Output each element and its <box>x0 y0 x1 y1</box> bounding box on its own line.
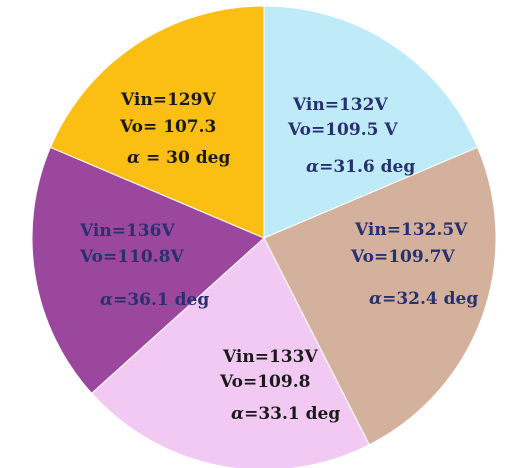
pie-slice-2 <box>263 146 497 446</box>
pie-slice-3 <box>90 237 371 468</box>
pie-slice-4 <box>31 146 265 394</box>
slice-4-vin-label: Vin=136V <box>79 221 175 241</box>
slice-3-vin-label: Vin=133V <box>222 347 318 367</box>
slice-5-alpha-label: α = 30 deg <box>127 148 230 168</box>
alpha-value: =32.4 deg <box>382 289 478 309</box>
slice-2-alpha-label: α=32.4 deg <box>369 289 478 309</box>
alpha-value: =33.1 deg <box>244 404 340 424</box>
slice-1-alpha-label: α=31.6 deg <box>306 157 415 177</box>
slice-1-vin-label: Vin=132V <box>292 95 388 115</box>
pie-slices <box>31 5 497 468</box>
slice-3-vo-label: Vo=109.8 <box>219 372 310 392</box>
alpha-symbol: α <box>231 404 244 424</box>
slice-4-vo-label: Vo=110.8V <box>79 247 184 267</box>
slice-2-vin-label: Vin=132.5V <box>354 220 468 240</box>
slice-5-vin-label: Vin=129V <box>120 90 216 110</box>
alpha-symbol: α <box>100 290 113 310</box>
slice-3-alpha-label: α=33.1 deg <box>231 404 340 424</box>
slice-2-vo-label: Vo=109.7V <box>350 247 455 267</box>
alpha-value: =31.6 deg <box>319 157 415 177</box>
alpha-symbol: α <box>369 289 382 309</box>
alpha-value: = 30 deg <box>140 148 230 168</box>
alpha-symbol: α <box>127 148 140 168</box>
slice-4-alpha-label: α=36.1 deg <box>100 290 209 310</box>
slice-5-vo-label: Vo= 107.3 <box>119 117 216 137</box>
alpha-symbol: α <box>306 157 319 177</box>
alpha-value: =36.1 deg <box>113 290 209 310</box>
slice-1-vo-label: Vo=109.5 V <box>287 120 398 140</box>
pie-slice-1 <box>263 5 479 239</box>
pie-slice-5 <box>49 5 265 239</box>
